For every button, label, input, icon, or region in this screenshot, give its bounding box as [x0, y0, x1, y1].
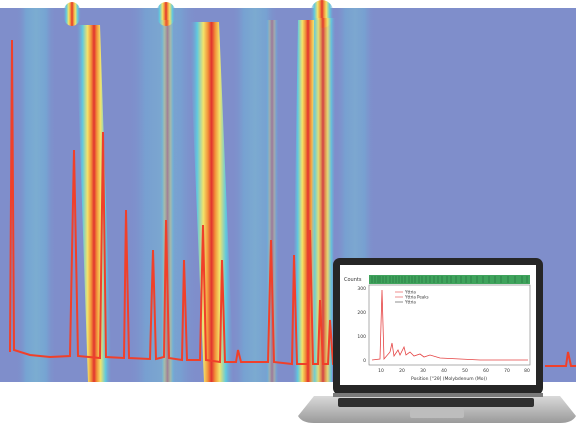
laptop-trackpad	[410, 409, 464, 418]
x-tick-label: 50	[462, 368, 468, 374]
heatmap-band	[265, 20, 279, 382]
x-axis-label: Position [°2θ] (Molybdenum (Mo))	[411, 376, 487, 382]
heatmap-blob	[63, 2, 81, 26]
diffraction-pattern-line	[545, 351, 576, 367]
screen-chart: Counts 300 200 100 0 Yttria Yttria Peaks…	[344, 275, 531, 382]
plot-area	[368, 284, 531, 366]
x-tick-label: 70	[504, 368, 510, 374]
x-tick-label: 10	[378, 368, 384, 374]
diffraction-pattern-line	[9, 39, 341, 367]
y-tick-label: 300	[357, 286, 366, 292]
phase-ticks	[371, 276, 528, 283]
heatmap-band	[76, 25, 112, 382]
screen-legend: Yttria Yttria Peaks Yttria	[395, 290, 429, 305]
x-tick-label: 30	[420, 368, 426, 374]
heatmap-band	[310, 18, 336, 382]
x-tick-label: 20	[399, 368, 405, 374]
y-tick-label: 100	[357, 334, 366, 340]
laptop-keyboard	[338, 398, 534, 407]
heatmap-streak	[16, 8, 56, 382]
x-tick-label: 80	[524, 368, 530, 374]
legend-item: Yttria	[404, 290, 416, 295]
x-tick-label: 40	[441, 368, 447, 374]
x-tick-label: 60	[483, 368, 489, 374]
phase-marker-bar	[369, 275, 530, 284]
y-tick-label: 200	[357, 310, 366, 316]
legend-item: Yttria	[404, 300, 416, 305]
legend-item: Yttria Peaks	[404, 295, 429, 300]
x-ticks: 10 20 30 40 50 60 70 80	[378, 368, 530, 374]
y-tick-label: 0	[363, 358, 366, 364]
laptop-hinge	[333, 393, 543, 397]
screen-pattern-line	[371, 289, 528, 361]
heatmap-band	[159, 20, 176, 382]
y-ticks: 300 200 100 0	[357, 286, 366, 364]
y-axis-label: Counts	[344, 277, 362, 283]
